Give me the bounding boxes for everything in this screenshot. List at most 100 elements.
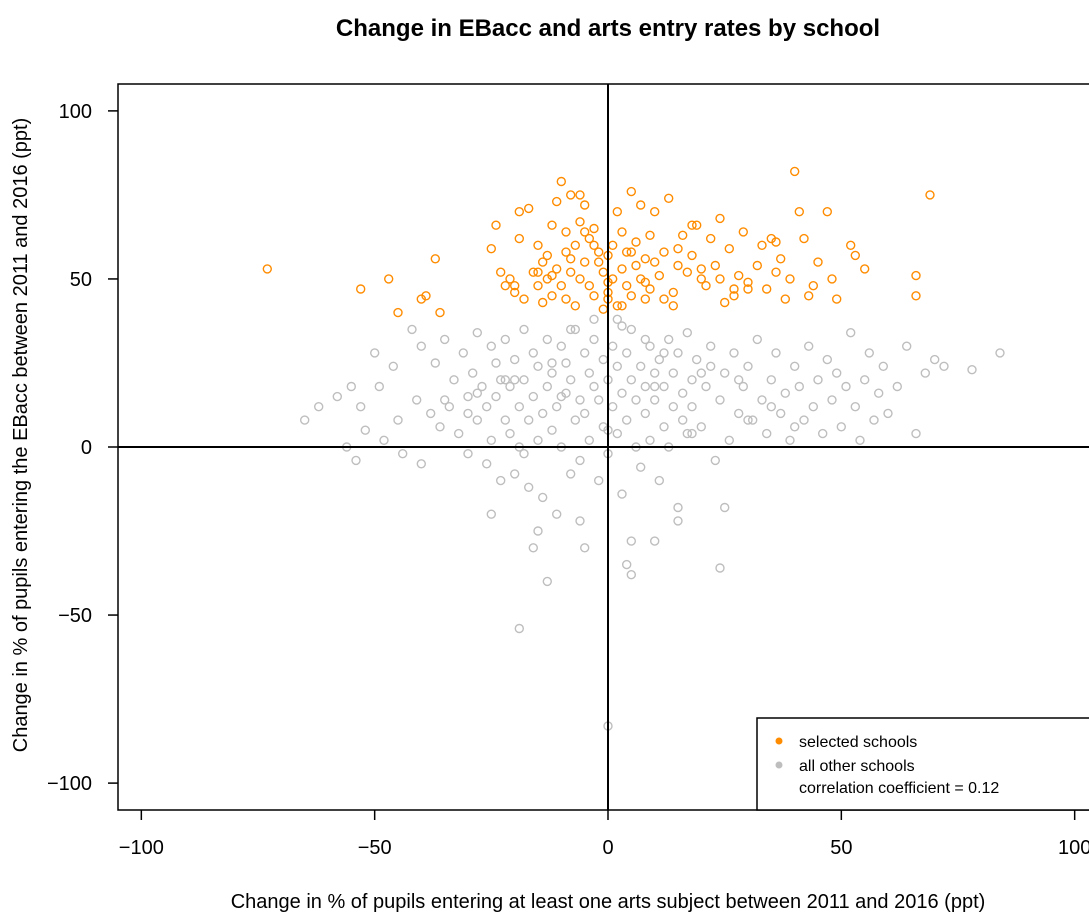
other-school-point bbox=[612, 428, 622, 439]
other-school-point bbox=[398, 449, 408, 459]
other-school-point bbox=[622, 348, 632, 358]
other-school-point bbox=[612, 361, 622, 371]
selected-school-point bbox=[911, 270, 921, 281]
other-school-point bbox=[510, 354, 520, 365]
legend-box bbox=[756, 717, 1089, 811]
y-axis-label: Change in % of pupils entering the EBacc… bbox=[10, 118, 32, 753]
other-school-point bbox=[640, 381, 650, 392]
selected-school-point bbox=[720, 297, 730, 308]
other-school-point bbox=[514, 623, 524, 634]
other-school-point bbox=[832, 368, 842, 378]
selected-school-point bbox=[696, 274, 706, 284]
other-school-point bbox=[659, 348, 669, 358]
selected-school-point bbox=[514, 233, 524, 244]
selected-school-point bbox=[486, 243, 496, 254]
selected-school-point bbox=[780, 294, 790, 304]
selected-school-point bbox=[598, 304, 608, 314]
other-school-point bbox=[650, 381, 660, 392]
other-school-point bbox=[734, 408, 744, 419]
y-tick-label: 100 bbox=[59, 101, 92, 123]
legend-correlation-note: correlation coefficient = 0.12 bbox=[799, 780, 999, 797]
selected-school-point bbox=[566, 267, 576, 277]
other-school-point bbox=[799, 415, 809, 425]
selected-school-point bbox=[659, 294, 669, 304]
selected-school-point bbox=[533, 240, 543, 251]
legend-selected-marker bbox=[775, 737, 783, 745]
other-school-point bbox=[720, 502, 730, 513]
other-school-point bbox=[542, 381, 552, 392]
other-school-point bbox=[827, 395, 837, 405]
selected-school-point bbox=[584, 281, 594, 291]
selected-school-point bbox=[673, 243, 683, 254]
selected-school-point bbox=[514, 206, 524, 217]
legend-other-marker bbox=[775, 761, 783, 769]
other-school-point bbox=[874, 388, 884, 398]
selected-school-point bbox=[762, 284, 772, 294]
selected-school-point bbox=[547, 291, 557, 301]
selected-school-point bbox=[668, 287, 678, 298]
selected-school-point bbox=[724, 243, 734, 254]
other-school-point bbox=[855, 435, 865, 445]
other-school-point bbox=[696, 422, 706, 432]
selected-school-point bbox=[538, 257, 548, 267]
other-school-point bbox=[482, 402, 492, 412]
other-school-point bbox=[659, 381, 669, 392]
other-school-point bbox=[743, 415, 753, 425]
selected-school-point bbox=[673, 260, 683, 271]
selected-school-point bbox=[542, 250, 552, 261]
other-school-point bbox=[505, 381, 515, 392]
other-school-point bbox=[566, 324, 576, 335]
other-school-point bbox=[528, 391, 538, 402]
x-tick-label: −100 bbox=[119, 837, 164, 859]
selected-school-point bbox=[640, 294, 650, 304]
other-school-point bbox=[673, 348, 683, 358]
other-school-point bbox=[743, 361, 753, 371]
other-school-point bbox=[673, 516, 683, 526]
selected-school-point bbox=[631, 237, 641, 247]
selected-school-point bbox=[589, 223, 599, 234]
selected-school-point bbox=[580, 200, 590, 210]
other-school-point bbox=[538, 492, 548, 503]
other-school-point bbox=[519, 324, 529, 335]
other-school-point bbox=[757, 395, 767, 405]
other-school-point bbox=[780, 388, 790, 398]
other-school-point bbox=[626, 324, 636, 335]
other-school-point bbox=[715, 395, 725, 405]
selected-school-point bbox=[566, 190, 576, 200]
other-school-point bbox=[533, 526, 543, 536]
other-school-point bbox=[426, 408, 436, 419]
other-school-point bbox=[818, 428, 828, 439]
selected-school-point bbox=[631, 260, 641, 271]
selected-school-point bbox=[580, 227, 590, 237]
other-school-point bbox=[617, 321, 627, 331]
other-school-point bbox=[570, 415, 580, 425]
selected-school-point bbox=[556, 176, 566, 187]
selected-school-point bbox=[262, 264, 272, 274]
other-school-point bbox=[598, 354, 608, 365]
other-school-point bbox=[472, 415, 482, 425]
other-school-point bbox=[584, 368, 594, 378]
legend-other-label: all other schools bbox=[799, 758, 915, 775]
selected-school-point bbox=[566, 254, 576, 264]
selected-school-point bbox=[846, 240, 856, 251]
selected-school-point bbox=[617, 227, 627, 237]
other-school-point bbox=[468, 368, 478, 378]
selected-school-point bbox=[393, 307, 403, 318]
x-tick-label: 100 bbox=[1058, 837, 1089, 859]
other-school-point bbox=[687, 402, 697, 412]
other-school-point bbox=[472, 328, 482, 338]
other-school-point bbox=[878, 361, 888, 371]
other-school-point bbox=[640, 334, 650, 345]
other-school-point bbox=[860, 375, 870, 385]
selected-school-point bbox=[729, 291, 739, 301]
y-tick-label: 0 bbox=[81, 437, 92, 459]
selected-school-point bbox=[538, 297, 548, 308]
other-school-point bbox=[524, 482, 534, 492]
selected-school-point bbox=[822, 206, 832, 217]
other-school-point bbox=[706, 341, 716, 351]
selected-school-point bbox=[524, 203, 534, 214]
selected-school-point bbox=[500, 281, 510, 291]
selected-school-point bbox=[594, 257, 604, 267]
other-school-point bbox=[706, 361, 716, 371]
other-school-point bbox=[608, 402, 618, 412]
